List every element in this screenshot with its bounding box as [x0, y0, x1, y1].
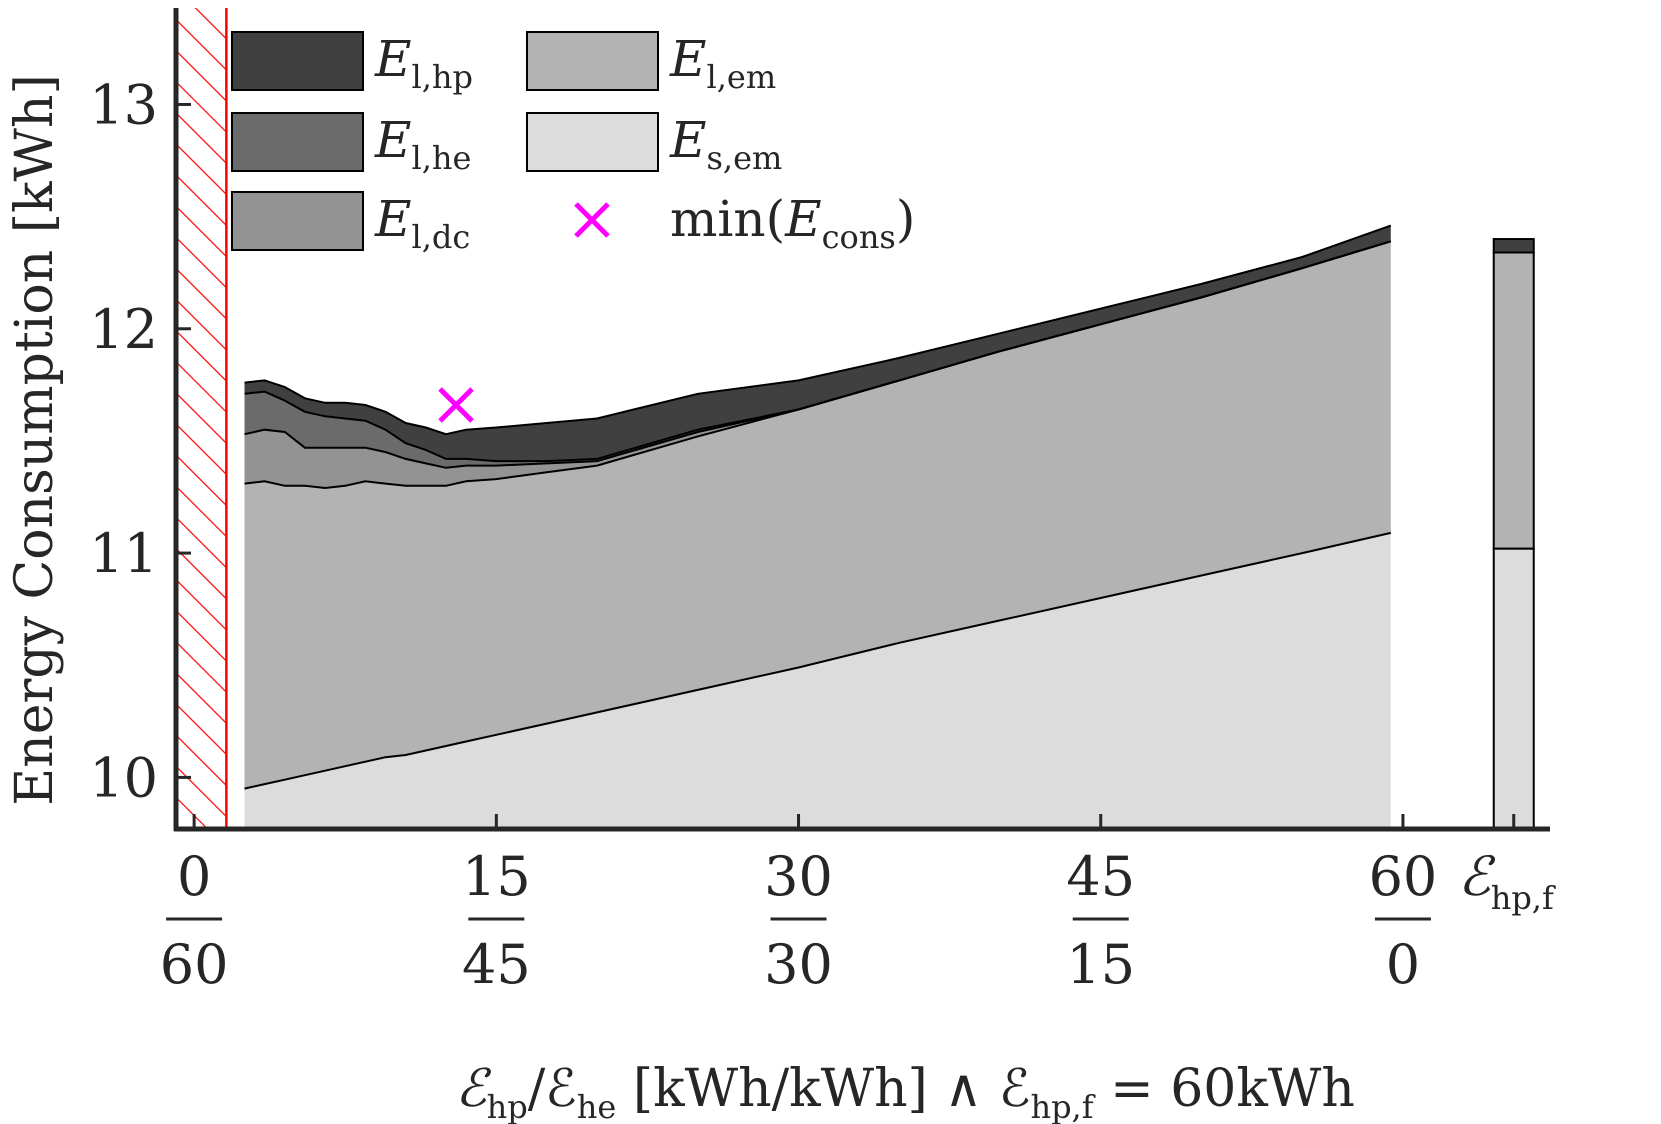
legend-label: El,he: [374, 111, 471, 177]
y-tick-label: 11: [89, 522, 158, 585]
x-axis-label-sub: hp,f: [1030, 1088, 1095, 1124]
x-axis-label-slash: /ℰ: [528, 1059, 577, 1119]
y-tick-label: 13: [89, 73, 158, 136]
x-tick-label-denominator: 0: [1386, 933, 1420, 996]
legend-label-symbol: E: [784, 190, 822, 248]
legend-entry: El,em: [526, 30, 776, 96]
reference-bar: [1492, 238, 1535, 830]
legend-label-symbol: E: [374, 30, 412, 88]
y-axis-label: Energy Consumption [kWh]: [5, 74, 65, 806]
x-tick-label-numerator: 0: [177, 845, 211, 908]
y-tick-label: 12: [89, 298, 158, 361]
legend-label-symbol: E: [374, 111, 412, 169]
legend-label: min(Econs): [670, 190, 915, 256]
legend-entry: El,hp: [231, 30, 473, 96]
x-axis-label-suffix: = 60kWh: [1094, 1059, 1355, 1119]
legend-entry: Es,em: [526, 111, 782, 177]
x-tick-label-denominator: 30: [764, 933, 833, 996]
legend-entry: min(Econs): [574, 190, 915, 256]
area-e-l-dc: [244, 241, 1391, 488]
legend-swatch: [231, 31, 364, 91]
legend-swatch: [231, 112, 364, 172]
legend-label-prefix: min(: [670, 190, 785, 248]
legend-label-symbol: E: [669, 30, 707, 88]
x-tick-label-denominator: 45: [462, 933, 531, 996]
area-e-l-he: [244, 241, 1391, 468]
x-tick-label-numerator: 30: [764, 845, 833, 908]
legend-swatch: [526, 112, 659, 172]
boundary-line: [244, 531, 1392, 790]
legend-label-sub: cons: [822, 218, 896, 256]
min-consumption-marker: [438, 387, 474, 423]
min-marker: [438, 387, 474, 423]
legend-label-sub: l,em: [707, 58, 777, 96]
y-tick-label: 10: [89, 746, 158, 809]
infeasible-hatch: [176, 8, 227, 829]
legend-label-symbol: E: [374, 190, 412, 248]
area-e-l-em: [244, 241, 1391, 789]
legend-label: Es,em: [669, 111, 782, 177]
x-tick-label-denominator: 15: [1066, 933, 1135, 996]
x-axis-label: ℰhp/ℰhe [kWh/kWh] ∧ ℰhp,f = 60kWh: [455, 1059, 1355, 1124]
x-tick-label-symbol: ℰ: [1458, 845, 1496, 908]
legend-label-sub: l,dc: [412, 218, 471, 256]
legend-label-suffix: ): [896, 190, 916, 248]
legend-label: El,hp: [374, 30, 473, 96]
area-e-s-em: [244, 532, 1391, 829]
legend-swatch: [526, 31, 659, 91]
boundary-line: [244, 240, 1392, 463]
legend-label-symbol: E: [669, 111, 707, 169]
legend-entry: El,dc: [231, 190, 470, 256]
x-tick-label-reference: ℰhp,f: [1458, 845, 1556, 917]
stacked-areas: [244, 224, 1392, 829]
legend-entry: El,he: [231, 111, 471, 177]
bar-segment-e-l-em: [1492, 251, 1535, 550]
legend-swatch: [231, 191, 364, 251]
x-tick-label-denominator: 60: [160, 933, 229, 996]
legend-label-sub: l,he: [412, 139, 472, 177]
x-axis-label-units: [kWh/kWh] ∧ ℰ: [616, 1059, 1030, 1119]
x-axis-label-sub: he: [577, 1088, 617, 1124]
x-tick-label-numerator: 60: [1369, 845, 1438, 908]
legend-label: El,em: [669, 30, 776, 96]
x-tick-label-numerator: 15: [462, 845, 531, 908]
x-tick-label-sub: hp,f: [1491, 879, 1556, 917]
x-tick-label-numerator: 45: [1066, 845, 1135, 908]
infeasible-region: [176, 8, 228, 829]
x-axis-label-sub: hp: [487, 1088, 528, 1124]
bar-segment-e-l-hp: [1492, 238, 1535, 254]
legend-label-sub: s,em: [707, 139, 783, 177]
legend-label-sub: l,hp: [412, 58, 474, 96]
legend-marker-icon: [574, 202, 610, 238]
bar-segment-e-s-em: [1492, 547, 1535, 830]
boundary-line: [244, 224, 1392, 436]
legend-label: El,dc: [374, 190, 470, 256]
x-axis-label-symbol: ℰ: [455, 1059, 491, 1119]
